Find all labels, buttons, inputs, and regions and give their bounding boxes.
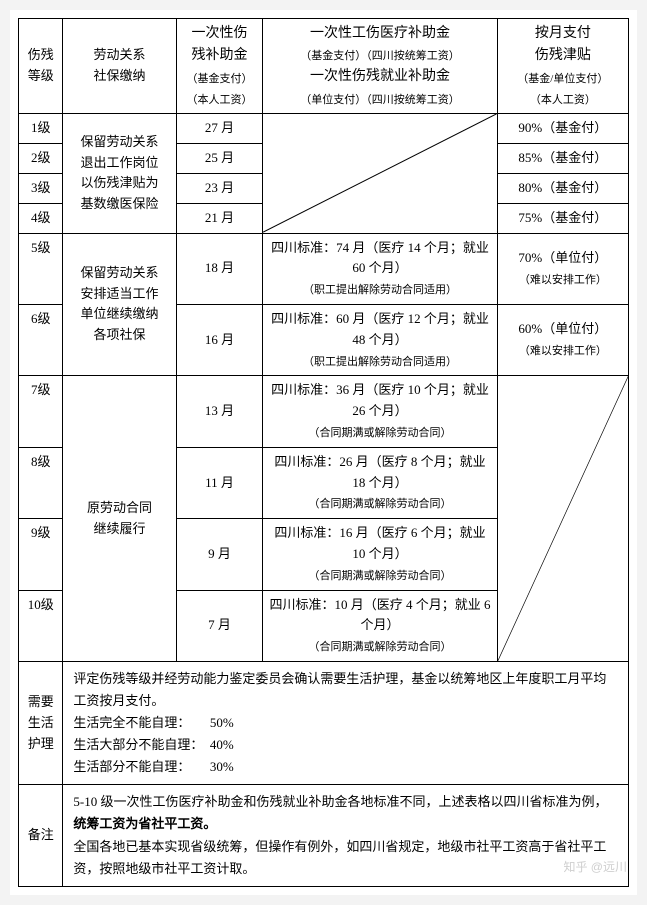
- hdr-level: 伤残等级: [19, 19, 63, 114]
- disability-table: 伤残等级 劳动关系社保缴纳 一次性伤残补助金 （基金支付）（本人工资） 一次性工…: [18, 18, 629, 887]
- cell-months: 7 月: [176, 590, 263, 661]
- cell-months: 18 月: [176, 233, 263, 304]
- remark-content: 5-10 级一次性工伤医疗补助金和伤残就业补助金各地标准不同，上述表格以四川省标…: [63, 785, 629, 886]
- cell-relation-g2: 保留劳动关系安排适当工作单位继续缴纳各项社保: [63, 233, 176, 376]
- cell-level: 7级: [19, 376, 63, 447]
- care-content: 评定伤残等级并经劳动能力鉴定委员会确认需要生活护理，基金以统筹地区上年度职工月平…: [63, 661, 629, 784]
- page-container: 伤残等级 劳动关系社保缴纳 一次性伤残补助金 （基金支付）（本人工资） 一次性工…: [10, 10, 637, 895]
- hdr-allowance: 按月支付伤残津贴 （基金/单位支付）（本人工资）: [497, 19, 628, 114]
- care-label: 需要生活护理: [19, 661, 63, 784]
- cell-level: 5级: [19, 233, 63, 304]
- cell-level: 10级: [19, 590, 63, 661]
- cell-relation-g1: 保留劳动关系退出工作岗位以伤残津贴为基数缴医保险: [63, 114, 176, 233]
- cell-level: 1级: [19, 114, 63, 144]
- cell-level: 3级: [19, 173, 63, 203]
- cell-allow: 85%（基金付）: [497, 144, 628, 174]
- cell-months: 25 月: [176, 144, 263, 174]
- cell-level: 4级: [19, 203, 63, 233]
- row-level-1: 1级 保留劳动关系退出工作岗位以伤残津贴为基数缴医保险 27 月 90%（基金付…: [19, 114, 629, 144]
- cell-level: 2级: [19, 144, 63, 174]
- cell-level: 6级: [19, 304, 63, 375]
- cell-allow: 60%（单位付） （难以安排工作）: [497, 304, 628, 375]
- row-remark: 备注 5-10 级一次性工伤医疗补助金和伤残就业补助金各地标准不同，上述表格以四…: [19, 785, 629, 886]
- cell-sichuan: 四川标准：74 月（医疗 14 个月；就业 60 个月） （职工提出解除劳动合同…: [263, 233, 497, 304]
- cell-diag-1: [263, 114, 497, 233]
- cell-level: 9级: [19, 519, 63, 590]
- cell-months: 16 月: [176, 304, 263, 375]
- cell-allow: 80%（基金付）: [497, 173, 628, 203]
- row-level-7: 7级 原劳动合同继续履行 13 月 四川标准：36 月（医疗 10 个月；就业 …: [19, 376, 629, 447]
- table-header-row: 伤残等级 劳动关系社保缴纳 一次性伤残补助金 （基金支付）（本人工资） 一次性工…: [19, 19, 629, 114]
- hdr-relation: 劳动关系社保缴纳: [63, 19, 176, 114]
- cell-sichuan: 四川标准：36 月（医疗 10 个月；就业 26 个月） （合同期满或解除劳动合…: [263, 376, 497, 447]
- cell-level: 8级: [19, 447, 63, 518]
- cell-months: 27 月: [176, 114, 263, 144]
- cell-relation-g3: 原劳动合同继续履行: [63, 376, 176, 662]
- hdr-medical-emp: 一次性工伤医疗补助金 （基金支付）（四川按统筹工资） 一次性伤残就业补助金 （单…: [263, 19, 497, 114]
- cell-allow: 75%（基金付）: [497, 203, 628, 233]
- cell-sichuan: 四川标准：60 月（医疗 12 个月；就业 48 个月） （职工提出解除劳动合同…: [263, 304, 497, 375]
- cell-allow: 70%（单位付） （难以安排工作）: [497, 233, 628, 304]
- hdr-lump: 一次性伤残补助金 （基金支付）（本人工资）: [176, 19, 263, 114]
- cell-sichuan: 四川标准：16 月（医疗 6 个月；就业 10 个月） （合同期满或解除劳动合同…: [263, 519, 497, 590]
- row-level-5: 5级 保留劳动关系安排适当工作单位继续缴纳各项社保 18 月 四川标准：74 月…: [19, 233, 629, 304]
- cell-months: 23 月: [176, 173, 263, 203]
- cell-months: 13 月: [176, 376, 263, 447]
- cell-allow: 90%（基金付）: [497, 114, 628, 144]
- cell-months: 11 月: [176, 447, 263, 518]
- cell-months: 9 月: [176, 519, 263, 590]
- remark-label: 备注: [19, 785, 63, 886]
- cell-sichuan: 四川标准：10 月（医疗 4 个月；就业 6 个月） （合同期满或解除劳动合同）: [263, 590, 497, 661]
- row-care: 需要生活护理 评定伤残等级并经劳动能力鉴定委员会确认需要生活护理，基金以统筹地区…: [19, 661, 629, 784]
- cell-diag-2: [497, 376, 628, 662]
- cell-sichuan: 四川标准：26 月（医疗 8 个月；就业 18 个月） （合同期满或解除劳动合同…: [263, 447, 497, 518]
- cell-months: 21 月: [176, 203, 263, 233]
